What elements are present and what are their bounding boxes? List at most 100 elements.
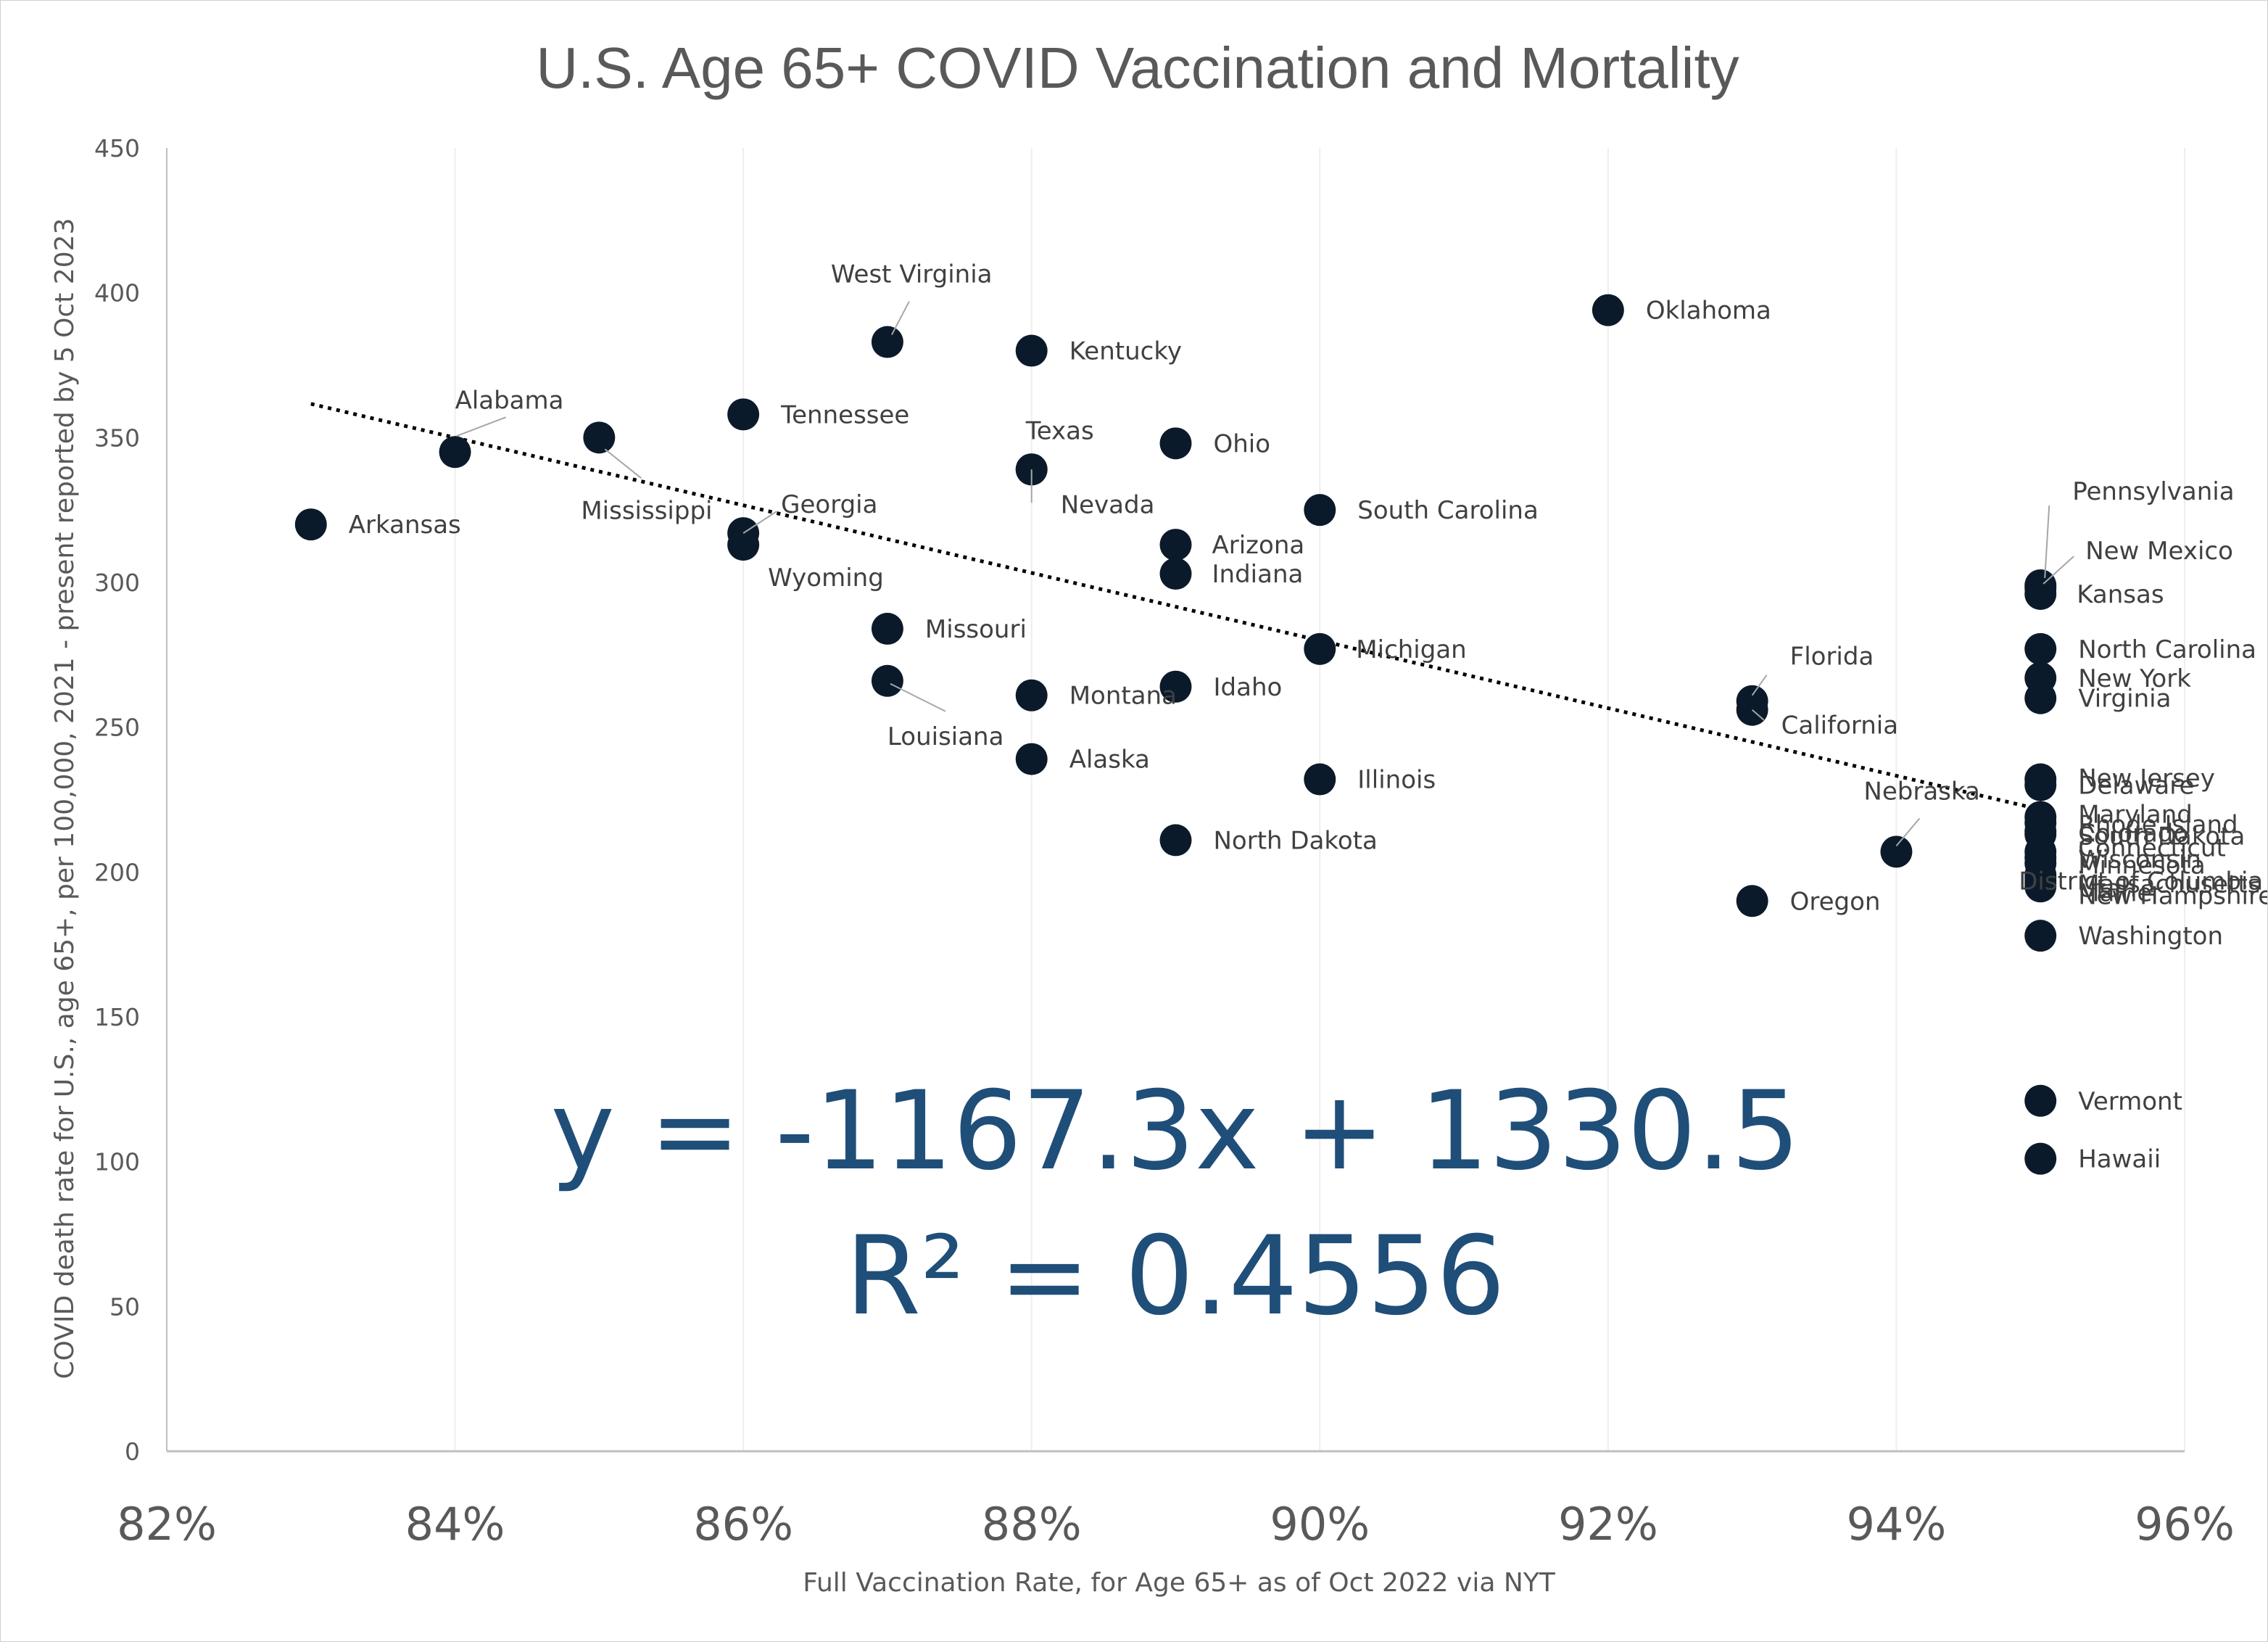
leader-line bbox=[1895, 817, 1921, 847]
point-illinois bbox=[1304, 763, 1336, 796]
label-delaware: Delaware bbox=[2078, 772, 2194, 801]
label-arkansas: Arkansas bbox=[349, 511, 461, 540]
label-wisconsin: Wisconsin bbox=[2078, 845, 2201, 874]
label-utah: Utah bbox=[2078, 874, 2137, 903]
trendline bbox=[310, 402, 2041, 812]
label-massachusetts: Massachusetts bbox=[2078, 870, 2260, 899]
label-north-carolina: North Carolina bbox=[2078, 635, 2256, 664]
label-south-dakota: South Dakota bbox=[2078, 822, 2245, 851]
y-tick-label: 350 bbox=[94, 424, 140, 452]
point-south-carolina bbox=[1304, 494, 1336, 527]
y-tick-label: 250 bbox=[94, 714, 140, 742]
label-alabama: Alabama bbox=[455, 386, 564, 415]
point-tennessee bbox=[727, 398, 760, 431]
point-ohio bbox=[1159, 427, 1192, 460]
y-tick-label: 100 bbox=[94, 1148, 140, 1176]
point-alabama bbox=[439, 436, 471, 469]
point-oklahoma bbox=[1592, 294, 1624, 326]
point-delaware bbox=[2024, 769, 2057, 801]
label-indiana: Indiana bbox=[1212, 560, 1304, 589]
label-alaska: Alaska bbox=[1069, 746, 1150, 775]
y-tick-label: 400 bbox=[94, 279, 140, 308]
label-new-hampshire: New Hampshire bbox=[2078, 881, 2267, 910]
label-connecticut: Connecticut bbox=[2078, 833, 2226, 862]
leader-line bbox=[1751, 674, 1768, 696]
label-georgia: Georgia bbox=[781, 490, 877, 519]
label-virginia: Virginia bbox=[2078, 685, 2171, 714]
x-axis-label: Full Vaccination Rate, for Age 65+ as of… bbox=[803, 1568, 1556, 1598]
x-tick-label: 90% bbox=[1270, 1498, 1370, 1551]
r-squared-label: R² = 0.4556 bbox=[845, 1213, 1505, 1340]
point-kansas bbox=[2024, 577, 2057, 610]
leader-line bbox=[2043, 556, 2074, 585]
label-texas: Texas bbox=[1025, 416, 1094, 445]
leader-line bbox=[1751, 709, 1765, 721]
label-vermont: Vermont bbox=[2078, 1087, 2182, 1116]
point-arizona bbox=[1159, 529, 1192, 561]
label-kentucky: Kentucky bbox=[1069, 337, 1182, 366]
data-points bbox=[294, 294, 2057, 1175]
label-maryland: Maryland bbox=[2078, 800, 2193, 829]
y-tick-label: 200 bbox=[94, 858, 140, 886]
label-missouri: Missouri bbox=[925, 615, 1027, 644]
point-vermont bbox=[2024, 1084, 2057, 1117]
point-virginia bbox=[2024, 682, 2057, 714]
point-wyoming bbox=[727, 529, 760, 561]
y-tick-label: 50 bbox=[109, 1292, 140, 1321]
point-idaho bbox=[1159, 670, 1192, 703]
label-mississippi: Mississippi bbox=[581, 496, 712, 525]
trendline-equation: y = -1167.3x + 1330.5 bbox=[550, 1068, 1800, 1195]
label-hawaii: Hawaii bbox=[2078, 1145, 2161, 1174]
label-idaho: Idaho bbox=[1214, 673, 1283, 702]
leader-line bbox=[891, 301, 910, 336]
label-new-jersey: New Jersey bbox=[2078, 764, 2215, 793]
leader-line bbox=[890, 682, 946, 712]
leader-line bbox=[456, 416, 506, 437]
label-nevada: Nevada bbox=[1061, 490, 1155, 519]
point-nebraska bbox=[1880, 836, 1913, 868]
label-arizona: Arizona bbox=[1212, 531, 1305, 560]
point-kentucky bbox=[1015, 334, 1048, 367]
label-nebraska: Nebraska bbox=[1863, 777, 1979, 806]
y-axis-label: COVID death rate for U.S., age 65+, per … bbox=[50, 218, 80, 1379]
point-montana bbox=[1015, 679, 1048, 711]
leader-line bbox=[604, 448, 642, 479]
point-oregon bbox=[1736, 885, 1768, 917]
label-kansas: Kansas bbox=[2077, 580, 2164, 609]
point-alaska bbox=[1015, 743, 1048, 775]
label-rhode-island: Rhode Island bbox=[2078, 810, 2238, 839]
label-montana: Montana bbox=[1069, 682, 1177, 711]
label-ohio: Ohio bbox=[1214, 429, 1271, 458]
x-tick-label: 84% bbox=[405, 1498, 505, 1551]
x-tick-label: 96% bbox=[2135, 1498, 2235, 1551]
point-louisiana bbox=[871, 664, 903, 697]
x-tick-label: 86% bbox=[693, 1498, 793, 1551]
point-arkansas bbox=[294, 508, 327, 541]
label-new-york: New York bbox=[2078, 664, 2191, 693]
leader-line bbox=[742, 511, 777, 534]
point-washington bbox=[2024, 920, 2057, 952]
label-south-carolina: South Carolina bbox=[1357, 496, 1539, 525]
y-tick-label: 300 bbox=[94, 569, 140, 597]
y-tick-label: 150 bbox=[94, 1003, 140, 1031]
point-new-hampshire bbox=[2024, 870, 2057, 903]
label-maine: Maine bbox=[2078, 878, 2152, 907]
label-tennessee: Tennessee bbox=[780, 400, 909, 429]
point-missouri bbox=[871, 612, 903, 645]
point-mississippi bbox=[583, 421, 616, 454]
y-tick-label: 450 bbox=[94, 134, 140, 162]
label-louisiana: Louisiana bbox=[887, 722, 1004, 751]
label-california: California bbox=[1781, 711, 1898, 740]
point-west-virginia bbox=[871, 326, 903, 358]
label-north-dakota: North Dakota bbox=[1214, 826, 1378, 855]
axes: 82% 84% 86% 88% 90% 92% 94% 96% 0 50 100 150 200 250 3… bbox=[94, 134, 2235, 1551]
label-minnesota: Minnesota bbox=[2078, 851, 2205, 880]
x-tick-label: 92% bbox=[1558, 1498, 1658, 1551]
trendline-group bbox=[310, 402, 2041, 812]
label-new-mexico: New Mexico bbox=[2085, 537, 2233, 566]
label-illinois: Illinois bbox=[1357, 766, 1436, 795]
label-wyoming: Wyoming bbox=[768, 564, 884, 593]
point-indiana bbox=[1159, 558, 1192, 590]
